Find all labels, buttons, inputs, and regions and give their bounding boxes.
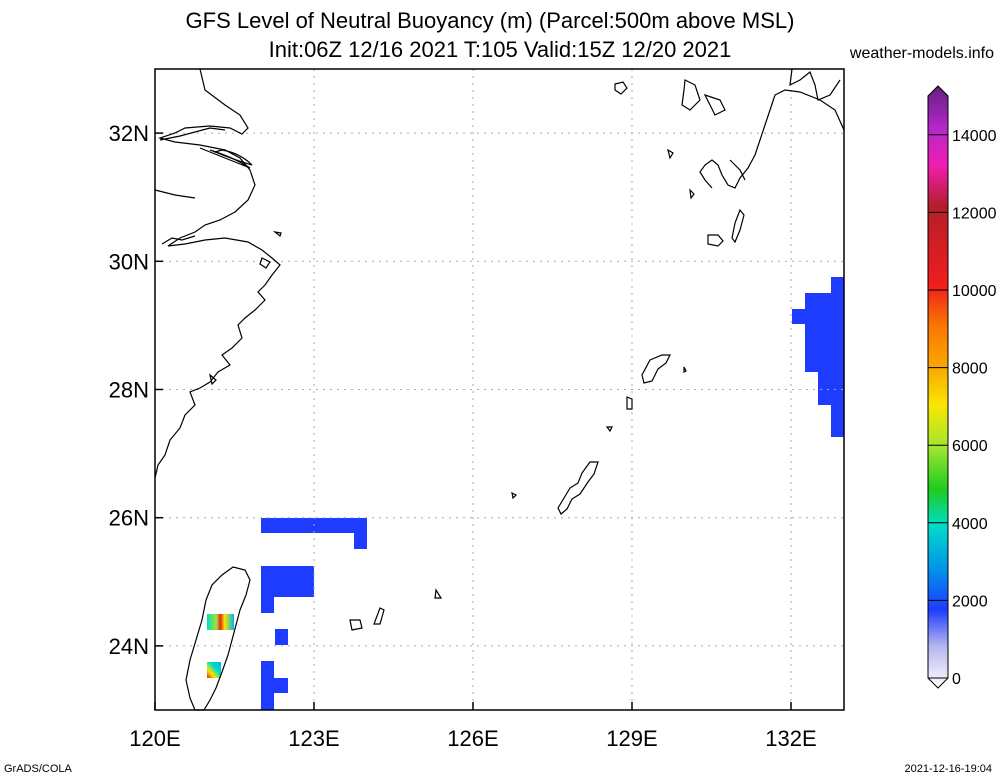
lnb-region-north-band	[261, 518, 367, 549]
credit-text: weather-models.info	[849, 45, 994, 62]
title-line-1: GFS Level of Neutral Buoyancy (m) (Parce…	[185, 8, 795, 33]
tick-label-lat: 24N	[109, 634, 149, 659]
tick-label-lon: 132E	[765, 726, 816, 751]
colorbar-label: 0	[952, 671, 961, 688]
colorbar-label: 4000	[952, 516, 988, 533]
lon-ticks: 120E 123E 126E 129E 132E	[129, 702, 817, 751]
tick-label-lat: 26N	[109, 506, 149, 531]
lnb-region-mid	[261, 566, 314, 613]
tick-label-lat: 28N	[109, 378, 149, 403]
lnb-region-taiwan-south	[207, 662, 221, 678]
colorbar-label: 6000	[952, 438, 988, 455]
tick-label-lat: 30N	[109, 249, 149, 274]
colorbar-label: 14000	[952, 128, 997, 145]
tick-label-lon: 126E	[447, 726, 498, 751]
colorbar-label: 2000	[952, 593, 988, 610]
tick-label-lon: 129E	[606, 726, 657, 751]
colorbar-label: 12000	[952, 205, 997, 222]
footer-right: 2021-12-16-19:04	[904, 763, 992, 775]
title-line-2: Init:06Z 12/16 2021 T:105 Valid:15Z 12/2…	[268, 37, 732, 62]
lnb-region-south	[261, 661, 288, 710]
colorbar-label: 10000	[952, 283, 997, 300]
colorbar-label: 8000	[952, 361, 988, 378]
coastlines	[154, 68, 845, 711]
tick-label-lat: 32N	[109, 121, 149, 146]
footer-left: GrADS/COLA	[4, 763, 72, 775]
lat-ticks: 24N 26N 28N 30N 32N	[109, 121, 163, 659]
lnb-field	[207, 277, 844, 710]
tick-label-lon: 123E	[288, 726, 339, 751]
tick-label-lon: 120E	[129, 726, 180, 751]
lnb-region-taiwan-north	[207, 614, 234, 630]
colorbar: 0 2000 4000 6000 8000 10000 12000 14000	[927, 85, 997, 689]
lnb-region-dot	[275, 629, 288, 645]
graticule	[155, 69, 844, 710]
lnb-region-east	[792, 277, 844, 437]
